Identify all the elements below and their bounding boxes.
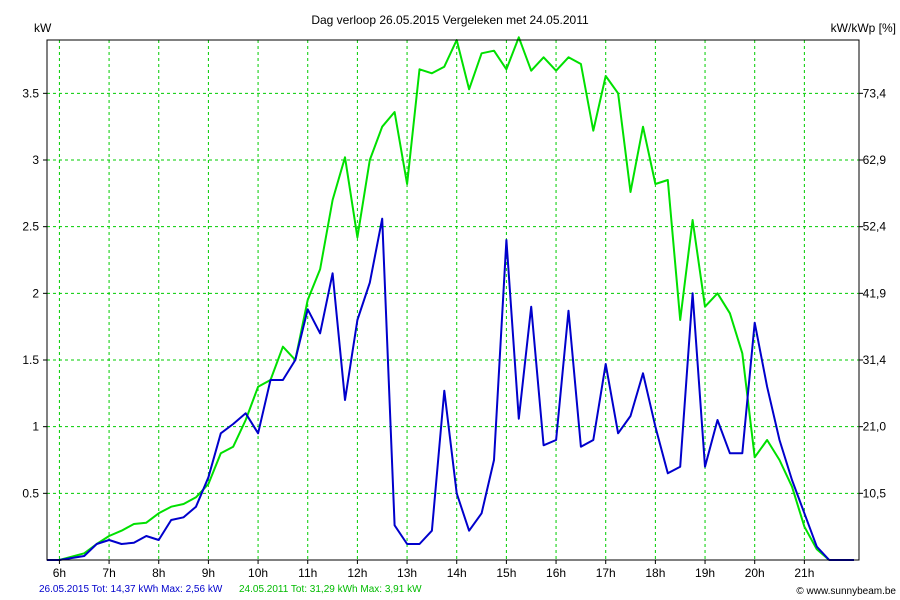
series-lines bbox=[47, 36, 854, 561]
right-axis-unit: kW/kWp [%] bbox=[831, 21, 896, 35]
y-tick-label-right: 31,4 bbox=[863, 353, 887, 367]
x-tick-label: 6h bbox=[53, 566, 66, 580]
legend-series-1: 26.05.2015 Tot: 14,37 kWh Max: 2,56 kW bbox=[39, 584, 223, 595]
x-tick-label: 7h bbox=[102, 566, 115, 580]
y-tick-label-left: 3.5 bbox=[22, 86, 39, 100]
y-tick-label-right: 10,5 bbox=[863, 486, 887, 500]
series-line-1 bbox=[47, 36, 854, 561]
x-tick-label: 15h bbox=[496, 566, 516, 580]
gridlines bbox=[47, 40, 859, 560]
x-tick-label: 14h bbox=[447, 566, 467, 580]
x-tick-label: 12h bbox=[347, 566, 367, 580]
y-tick-label-right: 21,0 bbox=[863, 420, 887, 434]
y-tick-label-right: 41,9 bbox=[863, 286, 887, 300]
x-tick-label: 13h bbox=[397, 566, 417, 580]
x-tick-label: 18h bbox=[645, 566, 665, 580]
x-tick-label: 17h bbox=[596, 566, 616, 580]
x-tick-label: 10h bbox=[248, 566, 268, 580]
x-tick-label: 20h bbox=[745, 566, 765, 580]
x-tick-label: 19h bbox=[695, 566, 715, 580]
y-tick-label-right: 52,4 bbox=[863, 220, 887, 234]
series-line-2 bbox=[47, 217, 854, 561]
y-tick-label-left: 2 bbox=[32, 286, 39, 300]
legend-series-2: 24.05.2011 Tot: 31,29 kWh Max: 3,91 kW bbox=[239, 584, 422, 595]
x-tick-label: 16h bbox=[546, 566, 566, 580]
y-tick-label-right: 73,4 bbox=[863, 86, 887, 100]
y-tick-label-left: 1 bbox=[32, 420, 39, 434]
axis-ticks: 6h 7h 8h 9h 10h 11h 12h 13h 14h 15h 16h 17h 18h 19h 20… bbox=[22, 86, 886, 580]
y-tick-label-left: 0.5 bbox=[22, 486, 39, 500]
credit-text: © www.sunnybeam.be bbox=[796, 586, 896, 597]
y-tick-label-left: 3 bbox=[32, 153, 39, 167]
x-tick-label: 9h bbox=[202, 566, 215, 580]
x-tick-label: 8h bbox=[152, 566, 165, 580]
chart-title: Dag verloop 26.05.2015 Vergeleken met 24… bbox=[311, 13, 589, 27]
x-tick-label: 11h bbox=[298, 566, 317, 580]
left-axis-unit: kW bbox=[34, 21, 52, 35]
plot-frame bbox=[46, 39, 860, 561]
x-tick-label: 21h bbox=[794, 566, 814, 580]
y-tick-label-left: 2.5 bbox=[22, 220, 39, 234]
y-tick-label-left: 1.5 bbox=[22, 353, 39, 367]
y-tick-label-right: 62,9 bbox=[863, 153, 887, 167]
